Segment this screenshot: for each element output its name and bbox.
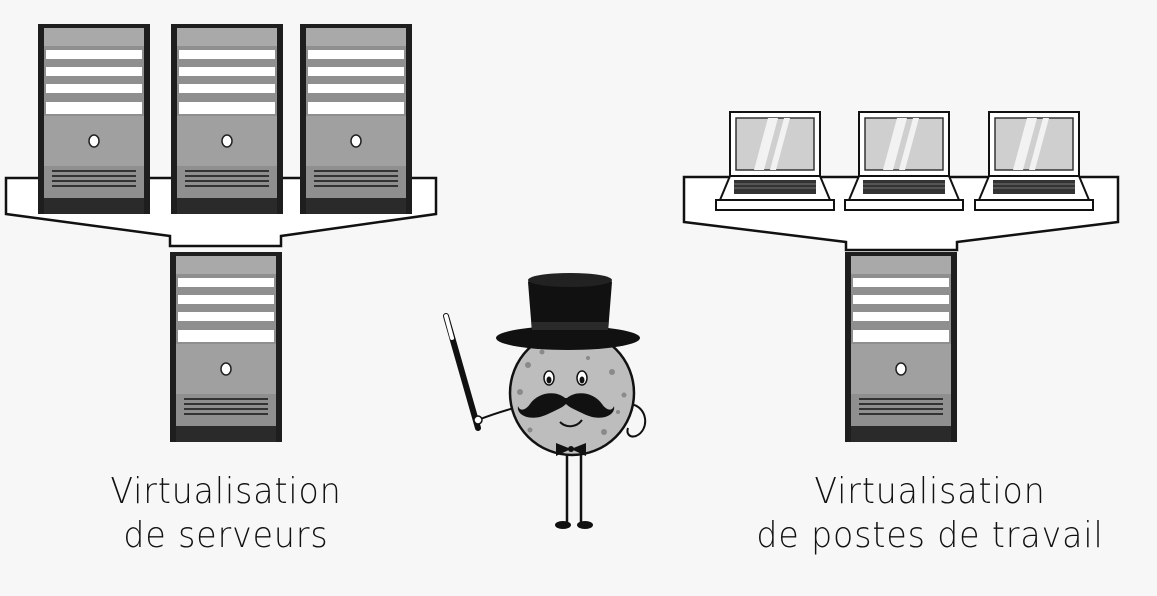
server-tower-icon xyxy=(37,23,151,215)
caption-line: de postes de travail xyxy=(756,515,1104,556)
desktop-virtualisation-group xyxy=(682,111,1120,443)
caption-line: Virtualisation xyxy=(814,471,1046,512)
laptop-icon xyxy=(844,111,964,211)
magician-mascot-icon xyxy=(443,273,646,529)
host-server-icon xyxy=(844,251,958,443)
desktop-virtualisation-caption: Virtualisation de postes de travail xyxy=(755,470,1105,558)
laptop-icon xyxy=(974,111,1094,211)
caption-line: de serveurs xyxy=(123,515,329,556)
laptop-icon xyxy=(715,111,835,211)
server-virtualisation-group xyxy=(4,23,438,443)
server-tower-icon xyxy=(170,23,284,215)
caption-line: Virtualisation xyxy=(110,471,342,512)
server-tower-icon xyxy=(299,23,413,215)
server-virtualisation-caption: Virtualisation de serveurs xyxy=(106,470,345,558)
host-server-icon xyxy=(169,251,283,443)
